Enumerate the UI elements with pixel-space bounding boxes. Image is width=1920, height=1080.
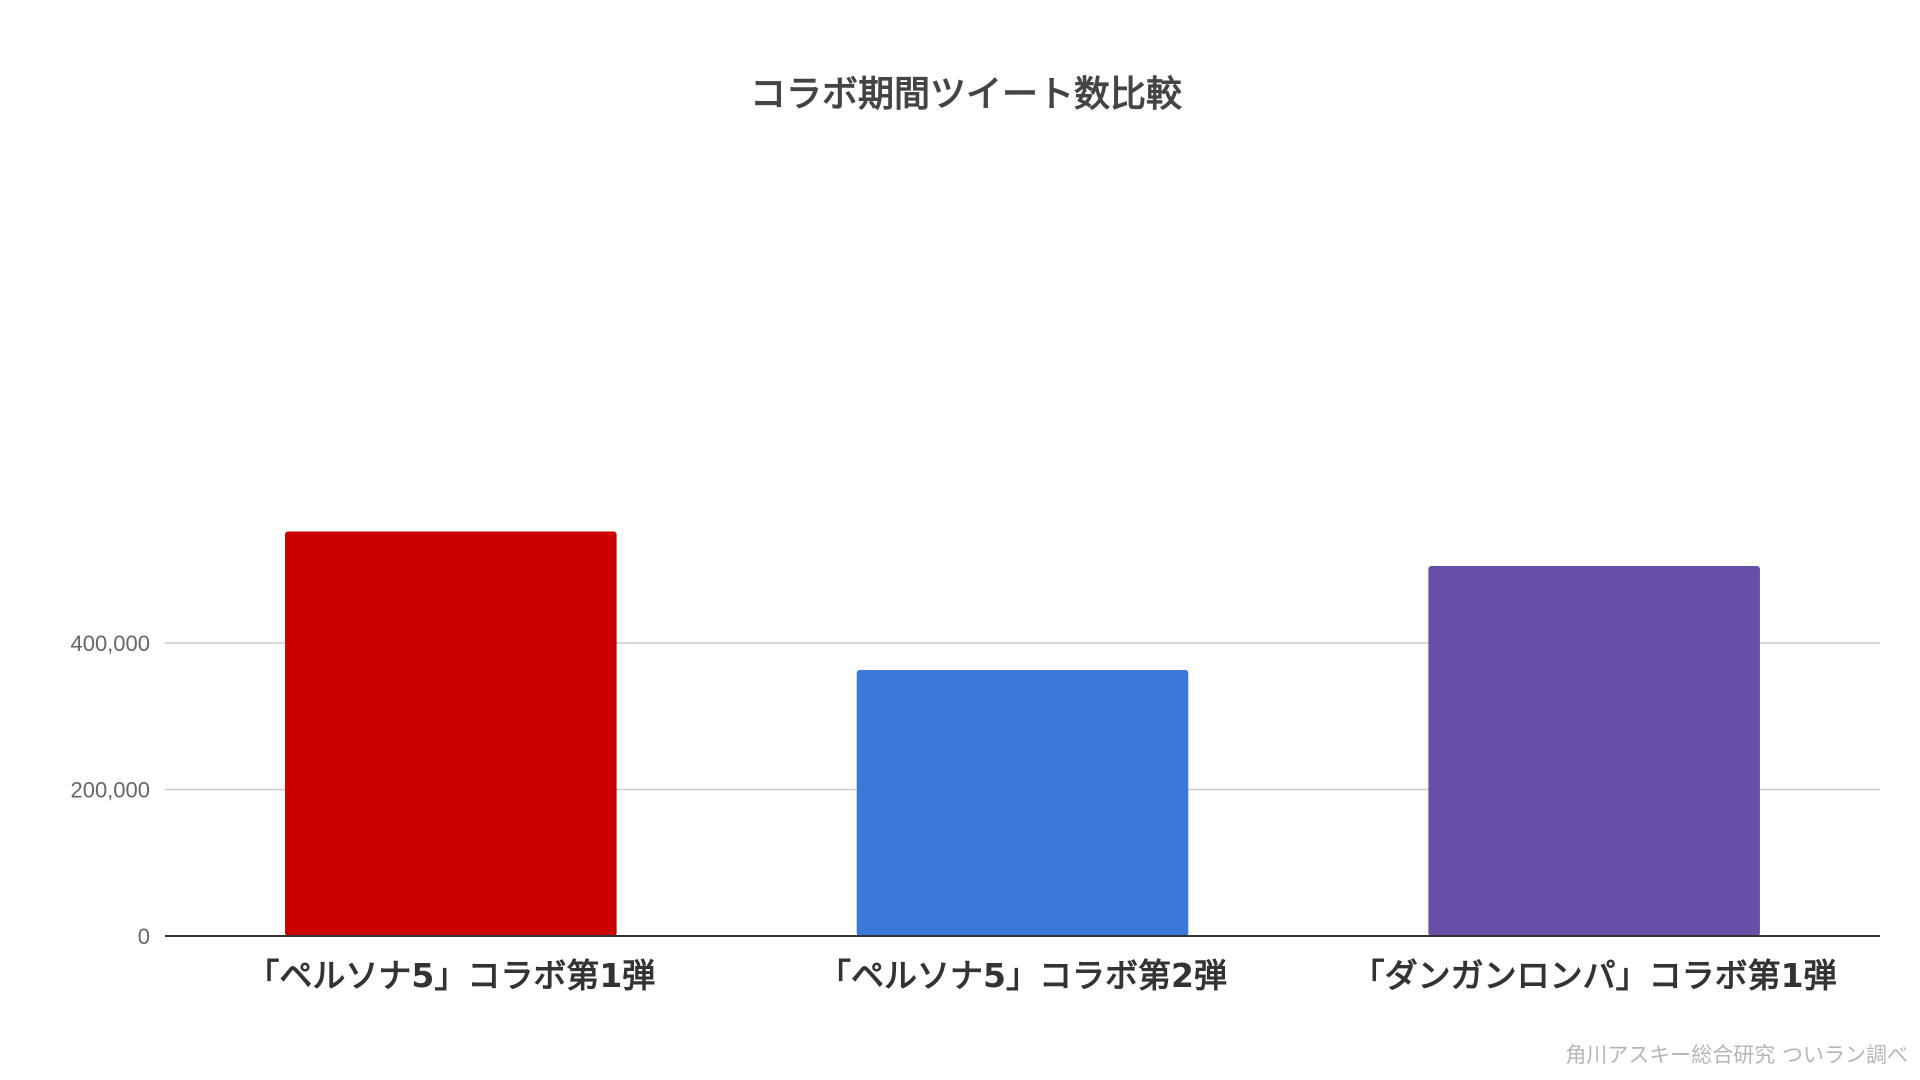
bar-date-label: 2020/5/28〜6/25 [1473,437,1716,471]
bar [856,670,1189,936]
bar-count-label: 363,103 tweet [917,484,1129,518]
credit-text: 角川アスキー総合研究 ついラン調べ [1565,1043,1908,1067]
bar [1428,565,1760,936]
bar-date-label: 2019/11/7〜11/28 [892,437,1153,471]
labels-layer: 2019/8/8〜8/29 552,160 tweet 「ペルソナ5」コラボ第1弾 2… [246,437,1836,995]
x-category-label: 「ペルソナ5」コラボ第2弾 [818,956,1227,995]
bar [285,531,617,936]
bar-date-label: 2019/8/8〜8/29 [339,437,563,471]
x-category-label: 「ペルソナ5」コラボ第1弾 [246,956,655,995]
bar-count-label: 552,160 tweet [345,484,557,518]
y-tick-label: 400,000 [70,631,150,656]
bar-count-label: 50,5162 tweet [1488,484,1700,518]
bars-layer [285,531,1760,936]
chart-title: コラボ期間ツイート数比較 [750,74,1183,115]
y-tick-label: 0 [138,924,150,949]
x-category-label: 「ダンガンロンパ」コラボ第1弾 [1352,956,1837,995]
y-tick-label: 200,000 [70,778,150,803]
